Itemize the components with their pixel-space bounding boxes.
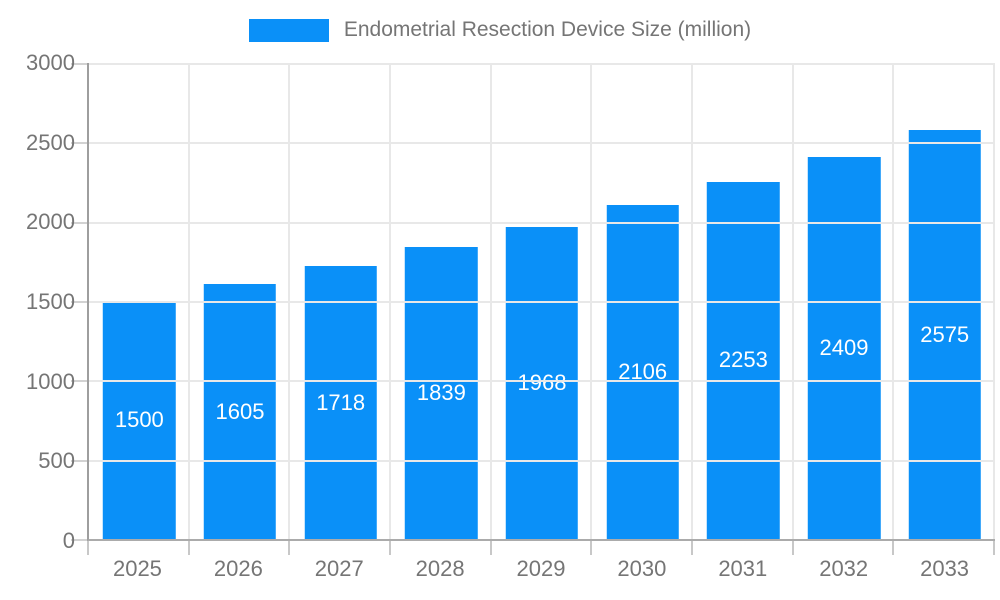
x-tick-label: 2030 (617, 556, 667, 581)
bar-2029[interactable]: 1968 (505, 226, 579, 539)
bar-value-label: 1500 (114, 407, 164, 432)
y-tick-label: 500 (38, 448, 75, 474)
bar-value-label: 2106 (618, 358, 668, 384)
v-gridline (590, 63, 593, 539)
x-tick-label: 2032 (819, 556, 869, 581)
bar-2031[interactable]: 2253 (707, 181, 780, 539)
x-axis: 2025 2026 2027 2028 2029 2030 2031 2032 2033 (87, 556, 995, 582)
bar-2026[interactable]: 1605 (203, 284, 277, 539)
y-tick (71, 221, 87, 224)
h-gridline (89, 142, 995, 145)
y-tick-label: 1000 (26, 368, 75, 394)
bar-slot: 2409 (794, 63, 895, 539)
v-gridline (288, 63, 291, 539)
y-tick (71, 459, 87, 462)
y-axis: 0 500 1000 1500 2000 2500 3000 (0, 50, 75, 553)
x-tick (892, 541, 895, 555)
x-tick-label: 2026 (213, 556, 263, 581)
y-tick-label: 2500 (26, 129, 75, 155)
x-tick-label: 2028 (415, 556, 465, 581)
y-tick (71, 380, 87, 383)
h-gridline (89, 301, 995, 303)
v-gridline (690, 63, 693, 539)
y-tick (71, 301, 87, 303)
x-tick (690, 541, 693, 555)
v-gridline (187, 63, 190, 539)
y-tick-label: 0 (62, 528, 75, 553)
bar-value-label: 1968 (517, 369, 567, 395)
bar-value-label: 2253 (718, 347, 768, 373)
x-tick (288, 541, 291, 555)
y-tick-label: 1500 (26, 289, 75, 314)
bar-value-label: 1605 (215, 398, 265, 424)
v-gridline (489, 63, 492, 539)
bar-2032[interactable]: 2409 (807, 156, 881, 539)
x-tick-label: 2025 (112, 556, 162, 581)
x-tick-label: 2029 (516, 556, 566, 581)
x-tick (590, 541, 593, 555)
y-tick (71, 63, 87, 65)
x-tick-label: 2031 (718, 556, 768, 581)
legend[interactable]: Endometrial Resection Device Size (milli… (0, 18, 1000, 42)
v-gridline (388, 63, 391, 539)
bar-2030[interactable]: 2106 (606, 204, 679, 539)
x-tick (489, 541, 492, 555)
bar-slot: 1839 (391, 63, 492, 539)
bar-series: 1500 1605 1718 1839 1968 2106 2253 2409 2575 (89, 63, 995, 539)
bar-slot: 1718 (290, 63, 391, 539)
y-tick-label: 3000 (26, 50, 75, 75)
bar-value-label: 2409 (819, 334, 869, 360)
x-tick (187, 541, 190, 555)
legend-swatch (248, 18, 329, 42)
x-tick (388, 541, 391, 555)
plot-area: 1500 1605 1718 1839 1968 2106 2253 2409 2575 (71, 63, 995, 555)
y-tick (71, 142, 87, 145)
bar-slot: 2575 (894, 63, 995, 539)
x-tick (993, 541, 995, 555)
bar-2033[interactable]: 2575 (908, 130, 981, 539)
bar-value-label: 2575 (920, 321, 970, 347)
y-tick-label: 2000 (26, 209, 75, 235)
y-tick (71, 539, 87, 541)
bar-value-label: 1718 (316, 389, 366, 415)
v-gridline (791, 63, 794, 539)
bar-value-label: 1839 (416, 380, 466, 406)
bar-slot: 1500 (89, 63, 190, 539)
v-gridline (892, 63, 895, 539)
h-gridline (89, 380, 995, 383)
x-tick-label: 2027 (314, 556, 364, 581)
x-tick-label: 2033 (920, 556, 970, 581)
x-tick (791, 541, 794, 555)
bar-2028[interactable]: 1839 (405, 247, 478, 539)
bar-slot: 1605 (190, 63, 291, 539)
legend-label: Endometrial Resection Device Size (milli… (343, 18, 752, 41)
h-gridline (89, 459, 995, 462)
v-gridline (993, 63, 995, 539)
h-gridline (89, 63, 995, 65)
bar-slot: 2253 (693, 63, 794, 539)
bar-2027[interactable]: 1718 (304, 266, 377, 539)
h-gridline (89, 221, 995, 224)
x-tick (87, 541, 89, 555)
bar-slot: 2106 (592, 63, 693, 539)
bar-slot: 1968 (492, 63, 593, 539)
bar-2025[interactable]: 1500 (103, 301, 176, 539)
